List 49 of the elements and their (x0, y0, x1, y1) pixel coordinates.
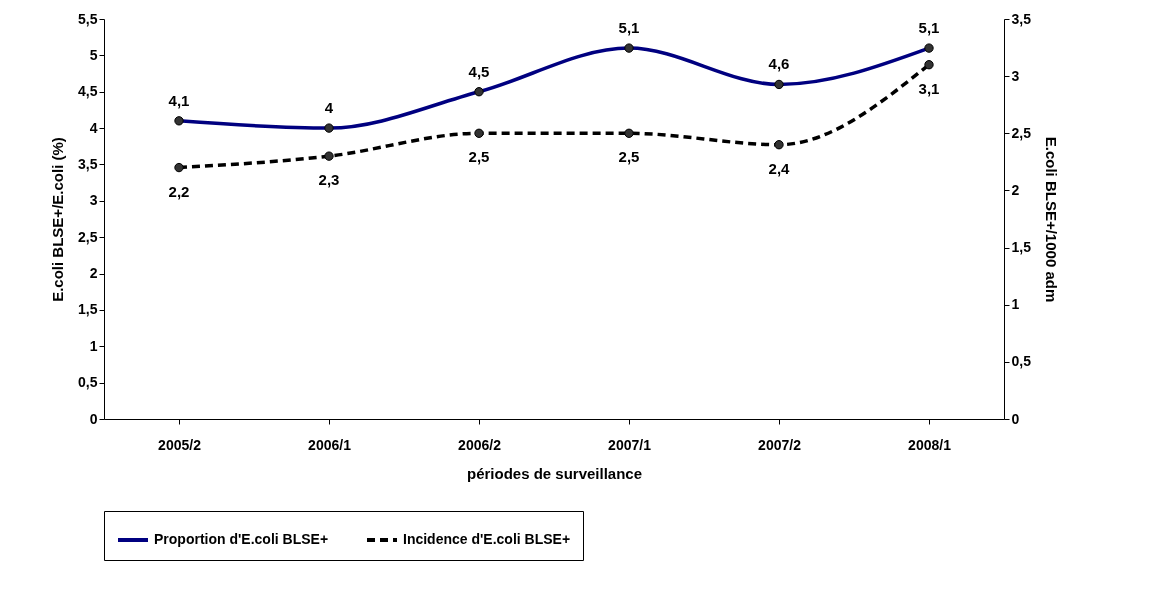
legend-label: Proportion d'E.coli BLSE+ (154, 531, 329, 547)
y2-axis-title: E.coli BLSE+/1000 adm (1042, 136, 1060, 303)
data-label: 2,4 (768, 159, 791, 177)
y-tick-label: 3 (89, 192, 98, 209)
y-axis-title: E.coli BLSE+/E.coli (%) (49, 137, 67, 302)
y2-tick-label: 1,5 (1011, 239, 1032, 256)
data-label: 2,5 (468, 148, 490, 166)
data-label: 2,5 (618, 148, 640, 166)
data-label: 5,1 (618, 19, 640, 37)
y-tick-label: 5,5 (78, 10, 98, 27)
y-tick-label: 0 (89, 410, 98, 427)
y2-tick-label: 1 (1011, 296, 1020, 313)
data-label: 4,1 (168, 91, 190, 109)
data-label: 5,1 (918, 19, 940, 37)
point (324, 151, 334, 161)
data-label: 4 (324, 99, 334, 117)
x-tick-label: 2007/1 (608, 436, 652, 453)
y-tick-label: 0,5 (78, 374, 98, 391)
y-tick-label: 4,5 (78, 83, 98, 100)
x-tick-label: 2006/2 (458, 436, 502, 453)
y2-tick-label: 2,5 (1011, 124, 1032, 141)
point (624, 128, 634, 138)
point (474, 128, 484, 138)
x-tick-label: 2008/1 (908, 436, 952, 453)
y-tick-label: 1 (89, 337, 98, 354)
x-tick-label: 2006/1 (308, 436, 352, 453)
data-label: 3,1 (918, 79, 940, 97)
y2-tick-label: 0 (1011, 410, 1020, 427)
y-tick-label: 2 (89, 265, 98, 282)
x-tick-label: 2005/2 (158, 436, 202, 453)
y-tick-label: 5 (89, 46, 98, 63)
data-label: 4,6 (768, 55, 790, 73)
y2-tick-label: 2 (1011, 181, 1020, 198)
x-axis-title: périodes de surveillance (466, 464, 643, 482)
y-tick-label: 3,5 (78, 155, 98, 172)
y-tick-label: 2,5 (78, 228, 98, 245)
legend-label: Incidence d'E.coli BLSE+ (403, 531, 571, 547)
data-label: 2,3 (318, 171, 340, 189)
point (174, 162, 184, 173)
x-tick-label: 2007/2 (758, 436, 802, 453)
point (924, 60, 934, 70)
data-label: 4,5 (468, 62, 490, 80)
y-tick-label: 4 (89, 119, 98, 136)
point (774, 140, 784, 150)
y2-tick-label: 3 (1011, 67, 1020, 84)
y2-tick-label: 0,5 (1011, 353, 1032, 370)
data-label: 2,2 (168, 182, 190, 200)
y-tick-label: 1,5 (78, 301, 98, 318)
y2-tick-label: 3,5 (1011, 10, 1032, 27)
